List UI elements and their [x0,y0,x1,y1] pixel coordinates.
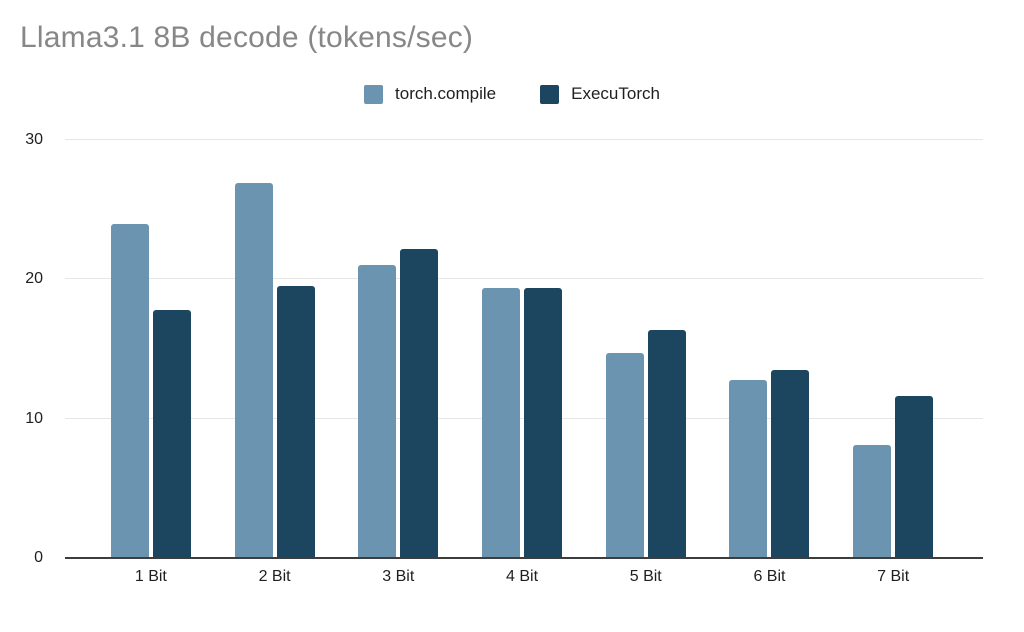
x-axis-label-3-bit: 3 Bit [382,568,415,585]
legend-label-torch-compile: torch.compile [395,84,497,103]
bar-torch-compile-4-bit [482,287,521,558]
bar-executorch-4-bit [524,287,563,558]
y-tick-label-10: 10 [25,409,43,427]
y-tick-label-0: 0 [34,549,43,566]
bar-torch-compile-2-bit [234,183,273,558]
gridline-30 [65,139,983,140]
legend-color-swatch-torch-compile [364,84,384,104]
x-axis-label-1-bit: 1 Bit [134,568,167,585]
bar-torch-compile-7-bit [853,445,892,558]
legend-item-executorch: ExecuTorch [540,84,660,104]
bar-group-3-bit [336,140,460,558]
bar-group-7-bit [831,140,955,558]
bar-group-5-bit [584,140,708,558]
bar-executorch-5-bit [647,329,686,558]
x-axis-baseline [65,557,983,559]
bar-group-6-bit [708,140,832,558]
legend-item-torch-compile: torch.compile [364,84,496,104]
bar-torch-compile-5-bit [605,353,644,558]
legend-label-executorch: ExecuTorch [571,84,660,103]
gridline-20 [65,278,983,280]
bar-executorch-1-bit [152,310,191,558]
x-axis-label-4-bit: 4 Bit [506,568,539,585]
y-tick-label-20: 20 [25,270,43,288]
legend-color-swatch-executorch [540,84,560,104]
bar-group-2-bit [213,140,337,558]
x-axis-label-7-bit: 7 Bit [877,568,910,585]
plot-area [65,139,983,559]
chart-title: Llama3.1 8B decode (tokens/sec) [20,21,474,54]
bar-executorch-2-bit [276,286,315,558]
bar-executorch-7-bit [895,396,934,558]
x-axis-label-5-bit: 5 Bit [629,568,662,585]
bar-group-1-bit [89,140,213,558]
chart-legend: torch.compile ExecuTorch [0,84,1024,104]
x-axis-labels: 1 Bit 2 Bit 3 Bit 4 Bit 5 Bit 6 Bit 7 Bit [65,568,983,586]
bar-torch-compile-1-bit [110,223,149,558]
bar-group-4-bit [460,140,584,558]
x-axis-label-6-bit: 6 Bit [753,568,786,585]
bar-groups [65,140,983,558]
gridline-10 [65,417,983,419]
y-tick-label-30: 30 [25,131,43,148]
bar-executorch-3-bit [400,248,439,558]
bar-executorch-6-bit [771,369,810,558]
x-axis-label-2-bit: 2 Bit [258,568,291,585]
bar-torch-compile-3-bit [358,265,397,558]
bar-torch-compile-6-bit [729,379,768,558]
y-axis-labels: 0 10 20 30 [0,132,55,566]
